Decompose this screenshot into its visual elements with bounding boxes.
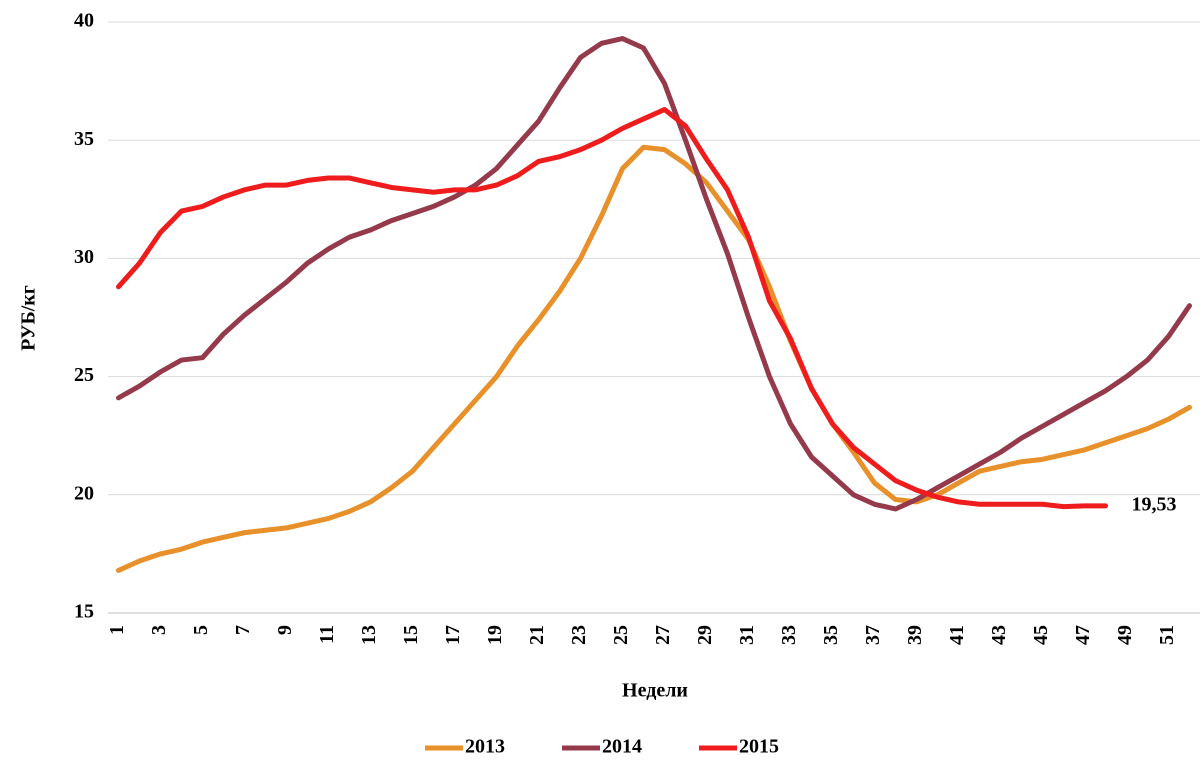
y-tick-label: 40 xyxy=(74,10,94,32)
x-tick-label: 5 xyxy=(190,625,212,635)
x-tick-label: 45 xyxy=(1030,625,1052,645)
line xyxy=(116,36,1192,512)
data-label: 19,53 xyxy=(1132,494,1177,516)
x-tick-label: 19 xyxy=(484,625,506,645)
legend-label: 2015 xyxy=(739,736,779,758)
x-axis-label: Недели xyxy=(622,680,688,702)
x-tick-label: 29 xyxy=(694,625,716,645)
x-tick-label: 31 xyxy=(736,625,758,645)
x-tick-label: 39 xyxy=(904,625,926,645)
y-tick-label: 25 xyxy=(74,364,94,386)
legend-label: 2014 xyxy=(602,736,642,758)
x-tick-label: 3 xyxy=(148,625,170,635)
x-tick-label: 47 xyxy=(1072,625,1094,645)
x-tick-label: 27 xyxy=(652,625,674,645)
x-tick-label: 43 xyxy=(988,625,1010,645)
x-tick-label: 25 xyxy=(610,625,632,645)
x-tick-label: 21 xyxy=(526,625,548,645)
legend-label: 2013 xyxy=(465,736,505,758)
y-tick-label: 20 xyxy=(74,482,94,504)
x-tick-label: 49 xyxy=(1114,625,1136,645)
x-tick-label: 7 xyxy=(232,625,254,635)
x-tick-label: 51 xyxy=(1156,625,1178,645)
x-tick-label: 37 xyxy=(862,625,884,645)
x-tick-label: 35 xyxy=(820,625,842,645)
x-tick-label: 13 xyxy=(358,625,380,645)
x-tick-label: 9 xyxy=(274,625,296,635)
x-tick-label: 17 xyxy=(442,625,464,645)
y-axis-label: РУБ/кг xyxy=(18,285,40,351)
x-tick-label: 15 xyxy=(400,625,422,645)
x-tick-label: 23 xyxy=(568,625,590,645)
x-tick-label: 1 xyxy=(106,625,128,635)
x-tick-label: 41 xyxy=(946,625,968,645)
y-tick-label: 30 xyxy=(74,246,94,268)
line xyxy=(116,144,1192,573)
x-tick-label: 11 xyxy=(316,625,338,644)
line xyxy=(116,106,1108,510)
y-tick-label: 35 xyxy=(74,128,94,150)
y-tick-label: 15 xyxy=(74,601,94,623)
x-tick-label: 33 xyxy=(778,625,800,645)
